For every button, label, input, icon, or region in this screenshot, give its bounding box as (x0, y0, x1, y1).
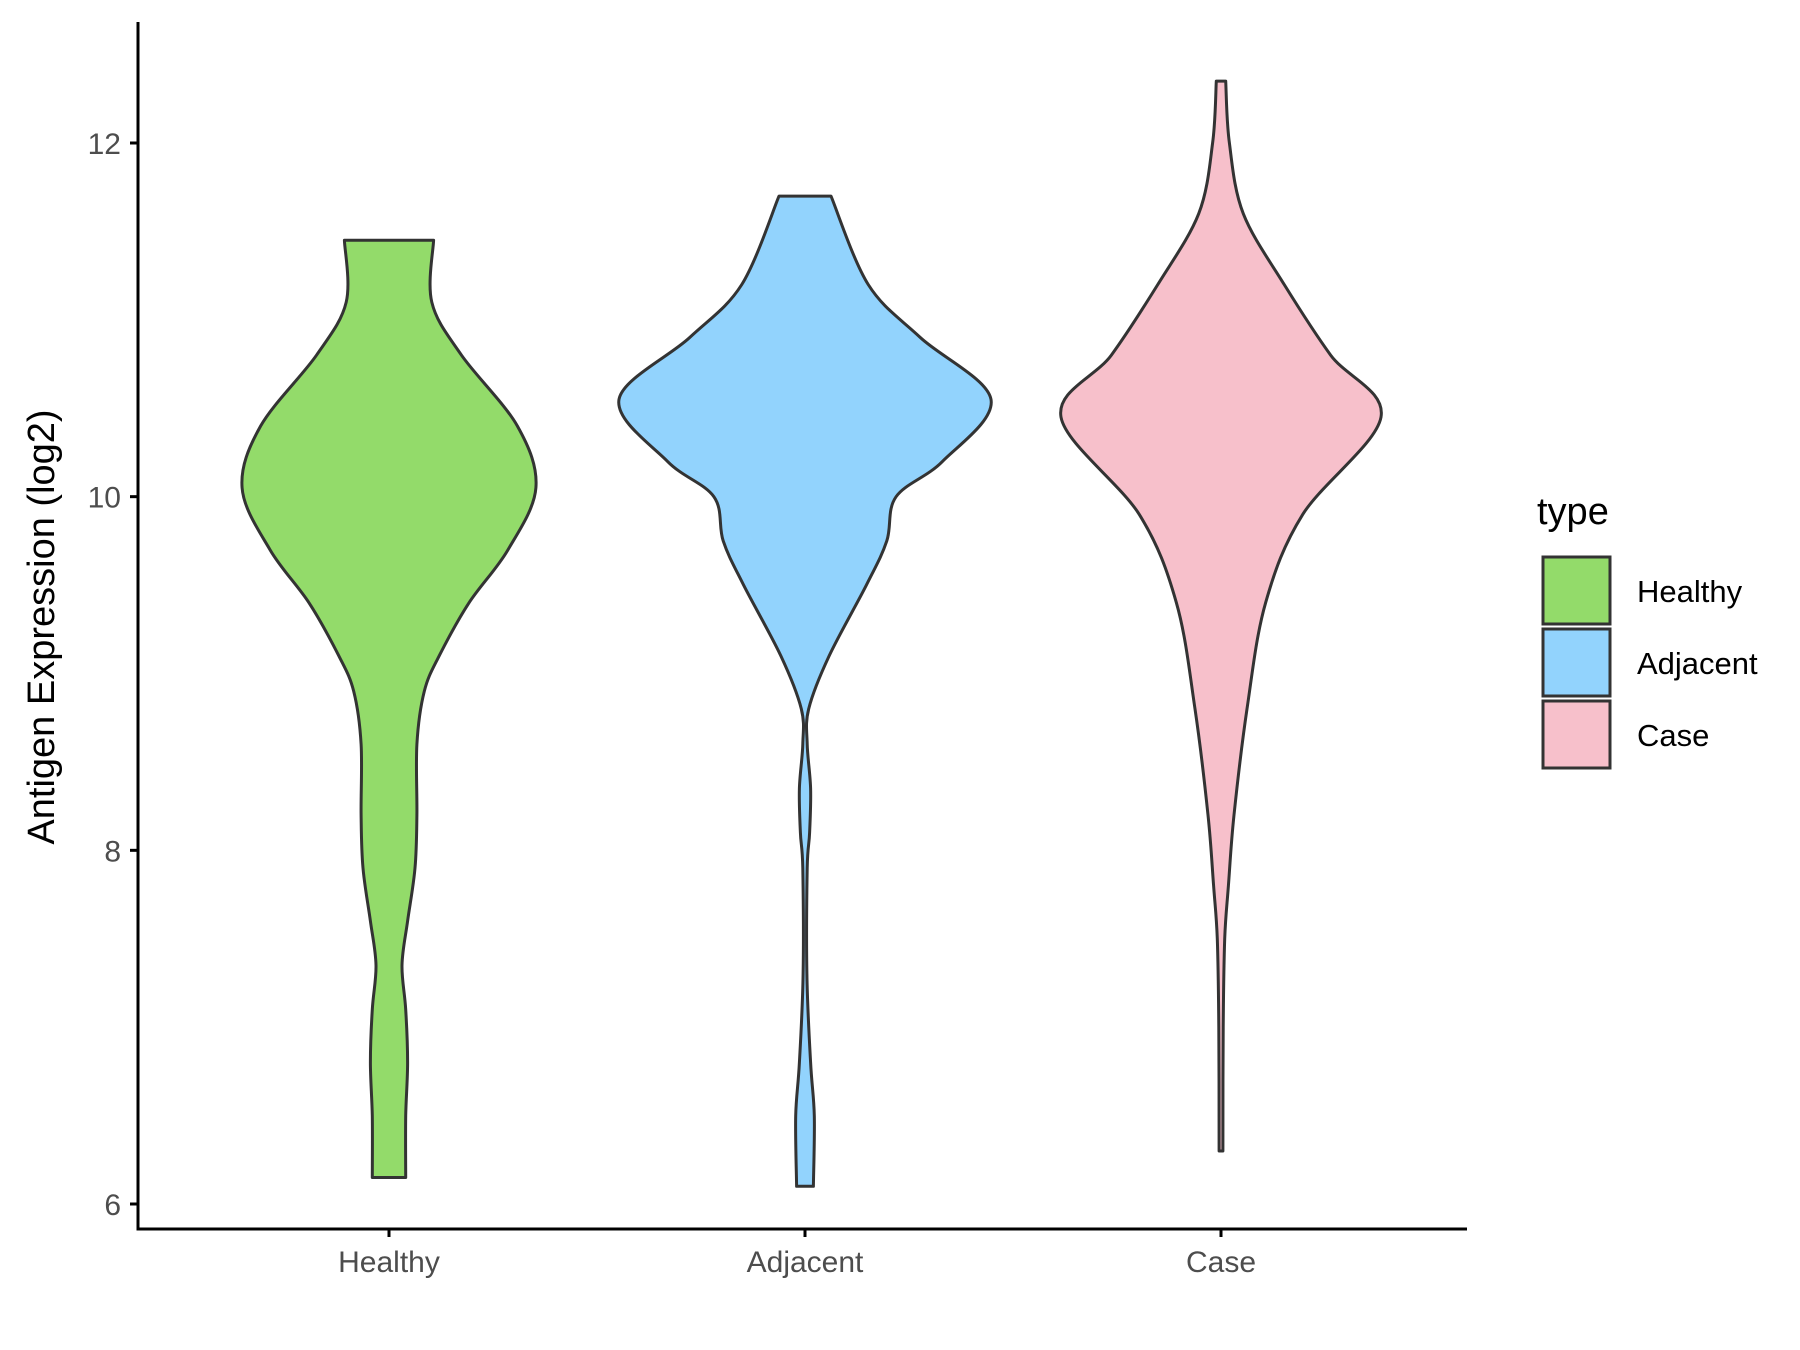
violin-healthy (240, 238, 538, 1179)
y-tick-label-6: 6 (104, 1189, 121, 1222)
x-ticks: Healthy Adjacent Case (338, 1229, 1256, 1279)
x-tick-label-case: Case (1186, 1246, 1256, 1279)
y-axis-title: Antigen Expression (log2) (21, 409, 63, 844)
y-tick-label-10: 10 (88, 482, 121, 515)
legend-label-case: Case (1637, 718, 1709, 753)
legend-title: type (1537, 491, 1609, 533)
x-tick-label-healthy: Healthy (338, 1246, 440, 1279)
legend-key-healthy (1541, 555, 1612, 626)
legend-label-healthy: Healthy (1637, 574, 1743, 609)
legend: type Healthy Adjacent Case (1537, 491, 1758, 770)
y-tick-label-8: 8 (104, 835, 121, 868)
violin-adjacent (617, 194, 993, 1188)
x-tick-label-adjacent: Adjacent (747, 1246, 864, 1279)
violin-case (1059, 79, 1383, 1153)
legend-key-adjacent (1541, 627, 1612, 698)
legend-label-adjacent: Adjacent (1637, 646, 1758, 681)
legend-key-case (1541, 699, 1612, 770)
violins-layer (240, 79, 1383, 1188)
y-ticks: 6 8 10 12 (88, 128, 138, 1222)
y-tick-label-12: 12 (88, 128, 121, 161)
